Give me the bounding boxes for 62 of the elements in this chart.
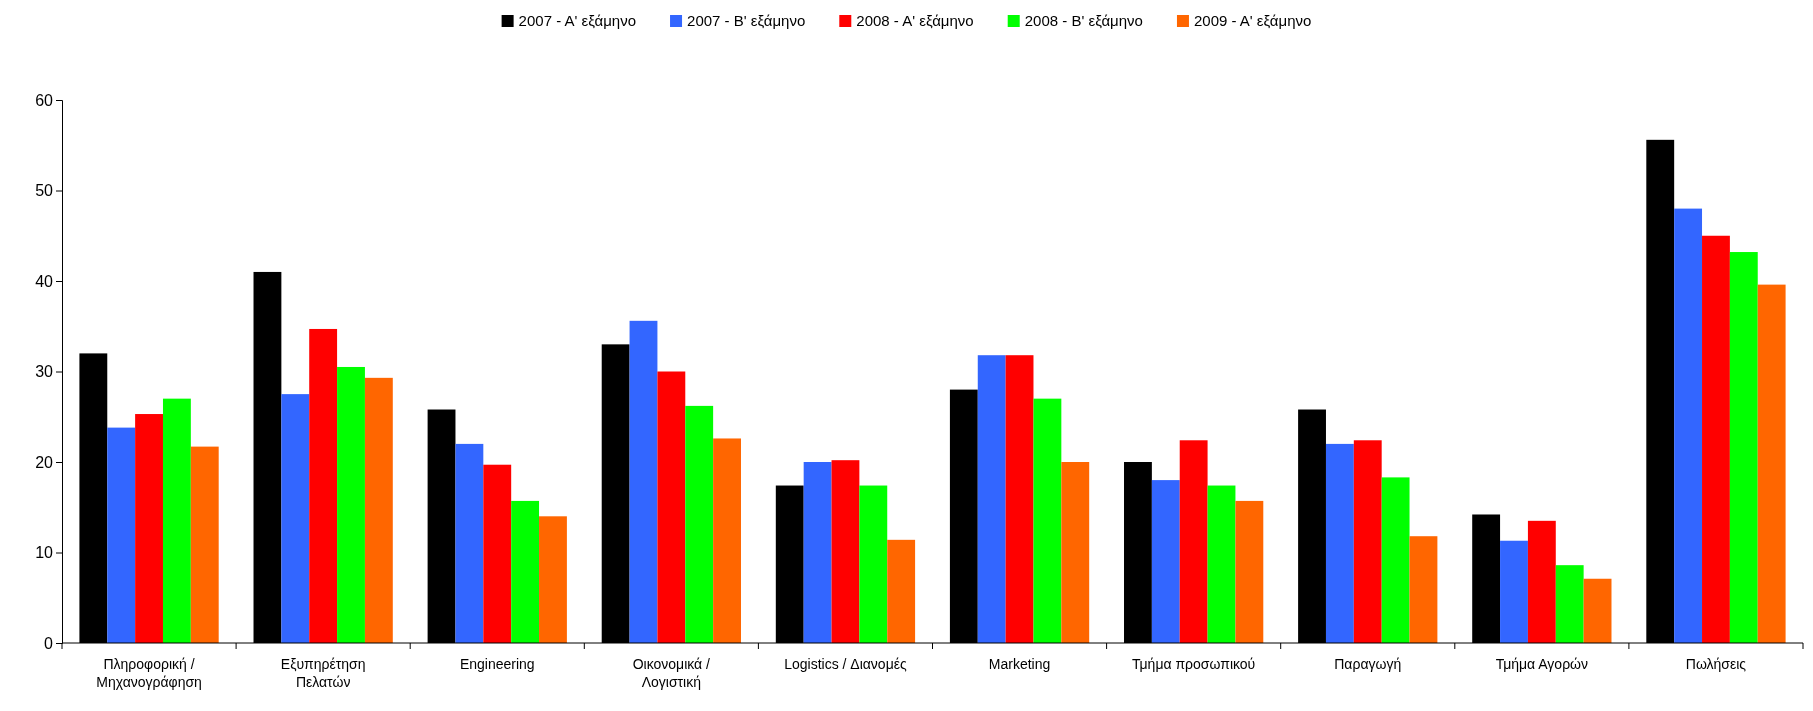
bar [1151,480,1180,643]
bar [1207,485,1236,643]
bar [1674,208,1703,643]
bar [107,427,136,643]
bar [364,377,393,643]
legend-label: 2007 - Α' εξάμηνο [518,12,637,29]
bar [657,371,686,643]
y-tick-label: 50 [35,182,54,200]
bar [1729,252,1758,643]
y-tick-label: 60 [35,91,54,109]
bar [629,320,658,643]
y-tick-label: 30 [35,363,54,381]
y-tick-label: 20 [35,453,54,471]
bar [1033,398,1062,643]
bar [977,355,1006,643]
bar [190,446,219,643]
bar [831,460,860,643]
bar [685,405,714,643]
y-tick-label: 10 [35,544,54,562]
x-tick-label: Παραγωγή [1334,656,1402,672]
bar [337,366,365,643]
x-tick-label: Τμήμα Αγορών [1495,656,1589,672]
bar [713,438,741,643]
bar [309,328,338,643]
bar [859,485,888,643]
x-tick-label: Logistics / Διανομές [784,656,907,672]
bar [1702,235,1730,643]
bar [1235,500,1264,643]
bar [1353,440,1382,643]
y-tick-label: 0 [44,634,54,652]
bar [887,539,916,643]
bar [539,516,567,643]
bar [803,462,832,643]
x-tick-label: Οικονομικά / Λογιστική [632,656,711,690]
bar [1325,443,1354,643]
bar [1527,520,1556,643]
bar [162,398,191,643]
bar [1409,536,1438,643]
bar [1061,462,1090,643]
bar [135,414,163,643]
bar [1179,440,1208,643]
bar [1381,477,1410,643]
bar [1005,355,1034,643]
x-tick-label: Marketing [988,656,1051,672]
bar [281,394,310,643]
bar [511,500,540,643]
legend-label: 2009 - Α' εξάμηνο [1193,12,1312,29]
x-tick-label: Πωλήσεις [1685,656,1747,672]
bar [1583,578,1612,643]
legend-label: 2008 - Β' εξάμηνο [1024,12,1143,29]
x-tick-label: Τμήμα προσωπικού [1132,656,1256,672]
x-tick-label: Εξυπηρέτηση Πελατών [280,656,366,690]
bar [455,443,484,643]
legend-label: 2008 - Α' εξάμηνο [856,12,974,29]
bar [1555,565,1584,643]
bar [483,464,512,643]
bar [1757,284,1786,643]
x-tick-label: Engineering [459,656,535,672]
x-tick-label: Πληροφορική / Μηχανογράφηση [96,656,202,690]
legend-label: 2007 - Β' εξάμηνο [687,12,806,29]
bar [1500,540,1528,643]
y-tick-label: 40 [35,272,54,290]
